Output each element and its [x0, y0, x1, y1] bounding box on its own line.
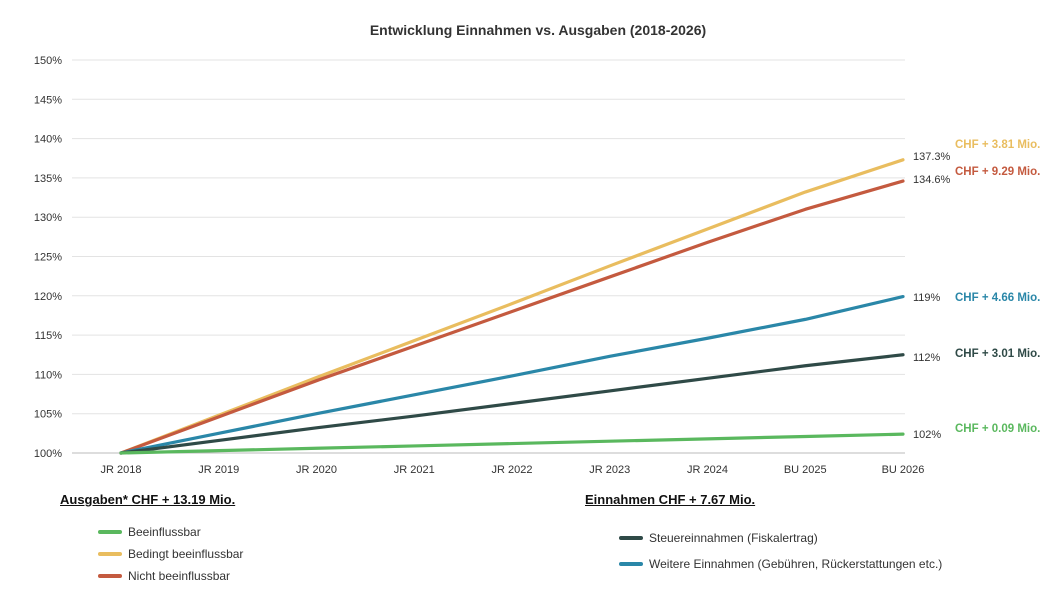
y-tick-label: 130% [34, 212, 62, 224]
legend-einnahmen-heading: Einnahmen CHF + 7.67 Mio. [585, 492, 756, 507]
legend-label: Beeinflussbar [128, 525, 201, 539]
y-tick-label: 125% [34, 252, 62, 264]
y-tick-label: 145% [34, 94, 62, 106]
grid-lines [72, 59, 905, 454]
legend-swatch-nicht-beeinflussbar [98, 574, 122, 578]
legend-item-weitere-einnahmen: Weitere Einnahmen (Gebühren, Rückerstatt… [619, 551, 942, 577]
x-axis-ticks: JR 2018 JR 2019 JR 2020 JR 2021 JR 2022 JR 20… [101, 464, 925, 476]
legend-swatch-bedingt-beeinflussbar [98, 552, 122, 556]
series-line [119, 294, 905, 455]
legend-ausgaben-heading: Ausgaben* CHF + 13.19 Mio. [60, 492, 236, 507]
x-tick-label: JR 2019 [198, 464, 239, 476]
legend-swatch-steuereinnahmen [619, 536, 643, 540]
end-value-label: 134.6% [913, 174, 951, 186]
x-tick-label: JR 2020 [296, 464, 337, 476]
amount-label: CHF + 9.29 Mio. [955, 166, 1040, 178]
y-tick-label: 115% [35, 330, 63, 342]
amount-label: CHF + 3.81 Mio. [955, 139, 1040, 151]
x-tick-label: BU 2026 [882, 464, 925, 476]
y-tick-label: 140% [34, 134, 62, 146]
legend-item-beeinflussbar: Beeinflussbar [98, 521, 243, 543]
legend-ausgaben: Ausgaben* CHF + 13.19 Mio. Beeinflussbar… [60, 492, 243, 587]
series-lines [119, 158, 905, 455]
y-tick-label: 110% [35, 369, 63, 381]
legend-einnahmen: Einnahmen CHF + 7.67 Mio. Steuereinnahme… [585, 492, 942, 577]
legend-item-steuereinnahmen: Steuereinnahmen (Fiskalertrag) [619, 525, 942, 551]
y-tick-label: 135% [34, 173, 62, 185]
legend-label: Bedingt beeinflussbar [128, 547, 244, 561]
legend-swatch-beeinflussbar [98, 530, 122, 534]
legend-label: Nicht beeinflussbar [128, 569, 231, 583]
x-tick-label: JR 2023 [589, 464, 630, 476]
end-value-label: 112% [913, 352, 941, 364]
y-tick-label: 120% [34, 291, 62, 303]
series-line [119, 432, 905, 455]
legend-item-nicht-beeinflussbar: Nicht beeinflussbar [98, 565, 243, 587]
legend-label: Weitere Einnahmen (Gebühren, Rückerstatt… [649, 557, 943, 571]
series-line [119, 179, 905, 455]
end-value-label: 102% [913, 429, 941, 441]
end-labels: 137.3% CHF + 3.81 Mio. 134.6% CHF + 9.29 Mi… [913, 139, 1040, 441]
y-tick-label: 150% [34, 55, 62, 67]
x-tick-label: JR 2018 [101, 464, 142, 476]
end-value-label: 119% [913, 292, 941, 304]
series-line [119, 353, 905, 455]
legend-label: Steuereinnahmen (Fiskalertrag) [649, 531, 818, 545]
x-tick-label: BU 2025 [784, 464, 827, 476]
chart-title: Entwicklung Einnahmen vs. Ausgaben (2018… [370, 22, 706, 38]
legend-swatch-weitere-einnahmen [619, 562, 643, 566]
y-tick-label: 100% [34, 448, 62, 460]
amount-label: CHF + 3.01 Mio. [955, 348, 1040, 360]
x-tick-label: JR 2022 [492, 464, 533, 476]
y-axis-ticks: 100% 105% 110% 115% 120% 125% 130% 135% 140% 145%… [34, 55, 62, 460]
amount-label: CHF + 0.09 Mio. [955, 423, 1040, 435]
amount-label: CHF + 4.66 Mio. [955, 292, 1040, 304]
end-value-label: 137.3% [913, 151, 951, 163]
series-line [119, 158, 905, 455]
y-tick-label: 105% [34, 409, 62, 421]
legend-item-bedingt-beeinflussbar: Bedingt beeinflussbar [98, 543, 243, 565]
x-tick-label: JR 2024 [687, 464, 728, 476]
x-tick-label: JR 2021 [394, 464, 435, 476]
